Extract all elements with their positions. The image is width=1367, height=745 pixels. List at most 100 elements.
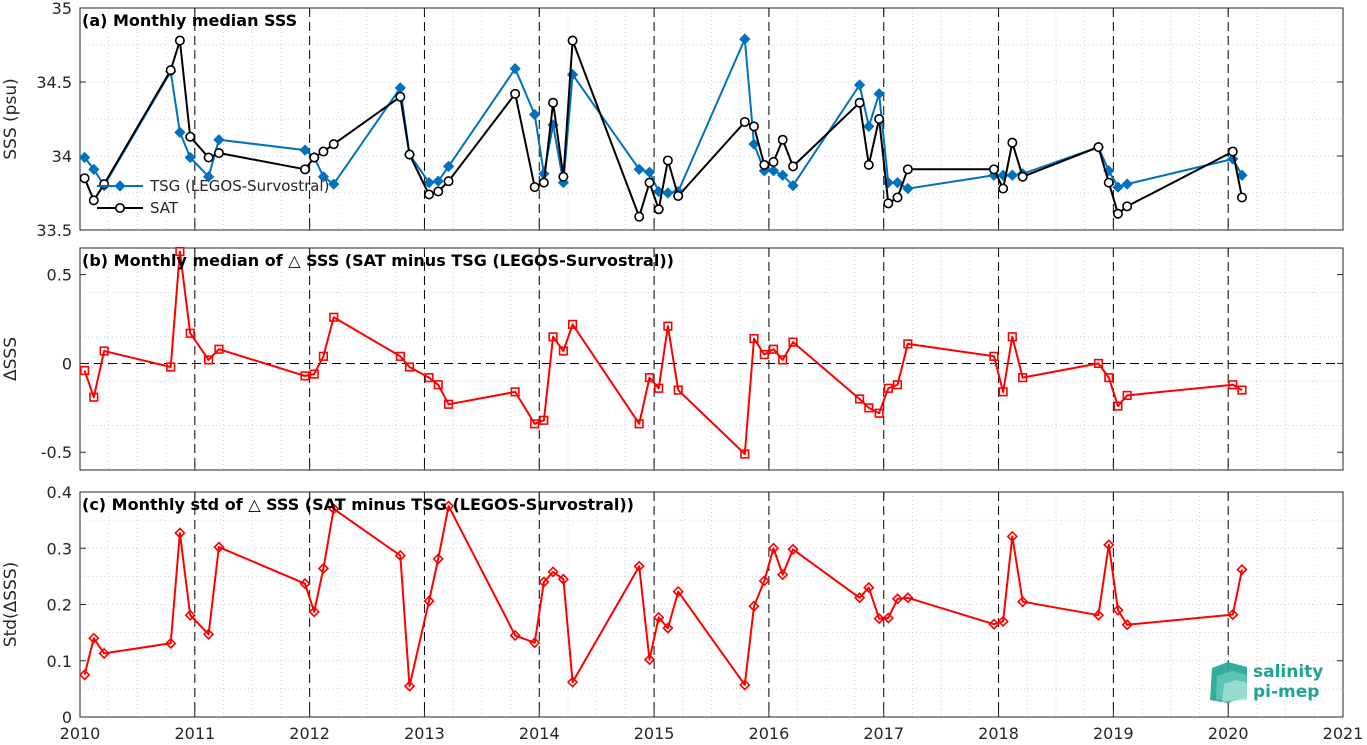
- data-point-sat: [634, 211, 645, 222]
- data-point-delta: [309, 369, 319, 379]
- data-point-delta: [548, 332, 558, 342]
- x-tick-label: 2015: [634, 724, 675, 743]
- data-point-sat: [854, 97, 865, 108]
- data-point-tsg: [902, 182, 914, 195]
- data-point-sat: [404, 149, 415, 160]
- data-point-sat: [88, 195, 99, 206]
- data-point-sat: [300, 164, 311, 175]
- data-point-delta: [184, 609, 196, 621]
- data-point-tsg: [442, 160, 455, 172]
- data-point-delta: [663, 321, 673, 331]
- y-tick-label: 0: [62, 708, 72, 727]
- data-point-tsg: [1121, 178, 1133, 190]
- data-point-delta: [853, 592, 866, 604]
- data-point-tsg: [78, 151, 91, 164]
- data-point-delta: [98, 647, 110, 660]
- y-tick-label: 33.5: [36, 221, 72, 240]
- panel-b-monthly-median-delta-sss: -0.5 0 0.5 ΔSSS (b) Monthly median of △ SSS …: [1, 246, 1344, 471]
- data-point-delta: [1227, 608, 1239, 621]
- data-point-sat: [203, 152, 214, 163]
- data-point-sat: [653, 204, 664, 215]
- panel-c-monthly-std-delta-sss: 0 0.1 0.2 0.3 0.4 2010 2011 2012 2013 2014 2015 201…: [1, 483, 1363, 743]
- data-point-delta: [529, 637, 541, 649]
- data-point-delta: [777, 569, 789, 581]
- grid-lines: [79, 491, 1344, 718]
- data-point-delta: [89, 392, 99, 402]
- data-point-delta: [432, 553, 444, 565]
- data-point-delta: [643, 653, 656, 666]
- x-tick-label: 2020: [1208, 724, 1249, 743]
- data-point-delta: [653, 611, 665, 624]
- data-point-delta: [787, 543, 799, 556]
- data-point-delta: [299, 578, 311, 590]
- legend: TSG (LEGOS-Survostral) SAT: [97, 177, 329, 217]
- data-point-delta: [633, 560, 645, 572]
- data-point-tsg: [739, 33, 751, 45]
- data-point-delta: [855, 394, 865, 404]
- data-point-delta: [424, 373, 434, 383]
- data-point-delta: [185, 328, 195, 338]
- data-point-sat: [1236, 192, 1247, 203]
- data-point-delta: [882, 612, 894, 624]
- data-point-sat: [788, 161, 799, 172]
- x-tick-label: 2012: [289, 724, 330, 743]
- data-point-delta: [891, 593, 904, 605]
- data-point-delta: [317, 562, 330, 575]
- data-point-delta: [538, 576, 550, 588]
- y-tick-label: 0.3: [47, 539, 72, 558]
- data-point-sat: [1227, 146, 1238, 157]
- data-point-delta: [403, 680, 416, 692]
- data-point-tsg: [662, 187, 674, 199]
- data-point-delta: [1093, 358, 1104, 369]
- data-point-delta: [165, 637, 177, 649]
- data-point-delta: [1112, 604, 1124, 616]
- data-point-sat: [510, 88, 521, 99]
- panel-a-monthly-median-sss: 33.5 34 34.5 35 SSS (psu) (a) Monthly median …: [1, 0, 1344, 240]
- x-tick-label: 2011: [174, 724, 215, 743]
- data-point-sat: [768, 156, 779, 167]
- data-point-delta: [998, 387, 1008, 397]
- series-sat: [79, 35, 1247, 222]
- data-point-delta: [874, 408, 884, 418]
- data-point-tsg: [509, 63, 521, 75]
- data-point-tsg: [891, 177, 904, 189]
- data-point-tsg: [432, 175, 444, 187]
- data-point-sat: [1007, 137, 1018, 148]
- data-point-delta: [510, 387, 520, 397]
- data-point-sat: [318, 146, 329, 157]
- data-point-sat: [662, 155, 673, 166]
- data-point-delta: [567, 319, 578, 329]
- data-point-delta: [329, 312, 339, 322]
- data-point-sat: [739, 116, 750, 127]
- data-point-tsg: [777, 169, 789, 181]
- data-point-delta: [749, 333, 759, 344]
- data-point-delta: [404, 362, 415, 372]
- data-point-sat: [1093, 142, 1104, 153]
- y-axis-label: Std(ΔSSS): [1, 562, 21, 648]
- data-point-delta: [78, 669, 91, 681]
- data-point-tsg: [787, 179, 799, 192]
- data-point-delta: [1236, 563, 1248, 576]
- data-point-delta: [547, 566, 559, 578]
- data-point-sat: [99, 179, 110, 190]
- data-point-delta: [328, 503, 340, 515]
- data-point-sat: [1112, 208, 1123, 219]
- data-point-tsg: [643, 166, 656, 178]
- legend-label-sat: SAT: [150, 199, 179, 217]
- data-point-sat: [759, 159, 770, 170]
- x-tick-label: 2018: [978, 724, 1019, 743]
- series-tsg: [78, 33, 1248, 199]
- data-point-delta: [509, 629, 521, 642]
- data-point-tsg: [1006, 169, 1018, 181]
- data-point-delta: [99, 346, 109, 356]
- data-point-delta: [1122, 390, 1132, 401]
- data-point-delta: [988, 618, 1000, 630]
- data-point-sat: [443, 176, 454, 187]
- data-point-tsg: [174, 126, 186, 138]
- data-point-tsg: [1112, 181, 1124, 193]
- y-tick-label: 0.5: [47, 266, 72, 285]
- data-point-sat: [424, 189, 435, 200]
- x-tick-label: 2019: [1093, 724, 1134, 743]
- data-point-delta: [558, 346, 568, 356]
